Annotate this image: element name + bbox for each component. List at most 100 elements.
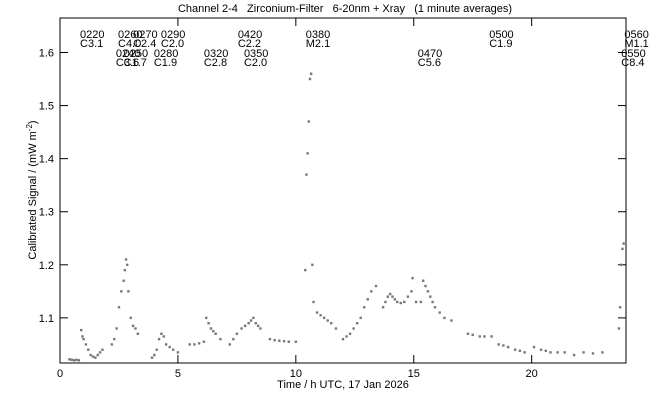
data-point	[205, 316, 208, 320]
flare-number: 0270	[133, 29, 157, 41]
data-point	[315, 311, 319, 314]
flare-number: 0220	[80, 29, 104, 41]
flare-class: C1.9	[154, 57, 177, 69]
data-point	[556, 351, 559, 354]
data-point	[80, 328, 83, 332]
data-point	[622, 242, 625, 245]
flare-class: C2.0	[161, 38, 184, 50]
data-point	[96, 353, 99, 357]
data-point	[122, 279, 125, 282]
data-point	[539, 348, 543, 351]
data-point	[155, 348, 158, 351]
data-point	[411, 276, 414, 280]
y-tick-label: 1.2	[39, 260, 54, 272]
data-point	[219, 337, 222, 341]
data-point	[77, 359, 81, 362]
data-point	[124, 258, 128, 261]
flare-number: 0260	[118, 29, 142, 41]
data-point	[326, 319, 329, 322]
data-point	[176, 351, 180, 354]
data-point	[471, 333, 474, 337]
x-tick-label: 5	[175, 368, 181, 380]
data-point	[247, 321, 250, 325]
data-point	[341, 337, 345, 341]
flare-class: C8.4	[621, 57, 644, 69]
data-point	[193, 343, 196, 346]
data-point	[410, 290, 413, 293]
data-point	[396, 300, 399, 304]
data-point	[212, 329, 215, 333]
data-point	[319, 314, 322, 317]
flare-class: M2.1	[306, 38, 330, 50]
data-point	[94, 356, 97, 359]
y-label-text: Calibrated Signal / (mW m	[27, 131, 39, 259]
data-point	[127, 290, 130, 293]
data-point	[134, 327, 137, 330]
data-point	[431, 300, 434, 304]
data-point	[117, 306, 121, 309]
data-point	[70, 358, 73, 362]
data-point	[84, 343, 88, 346]
data-point	[243, 324, 247, 328]
flare-class: C3.1	[80, 38, 103, 50]
data-point	[81, 335, 84, 338]
data-point	[305, 173, 308, 176]
data-point	[240, 327, 243, 330]
flare-class: C4.0	[118, 38, 141, 50]
data-point	[101, 348, 104, 351]
data-point	[162, 335, 165, 338]
flare-class: M1.1	[624, 38, 648, 50]
data-point	[506, 345, 510, 349]
flare-class: C1.9	[489, 38, 512, 50]
data-point	[617, 327, 621, 330]
y-label-end: )	[27, 120, 39, 124]
data-point	[228, 343, 231, 346]
data-point	[153, 353, 156, 357]
data-point	[98, 351, 102, 354]
flare-class: C3.6	[116, 57, 139, 69]
data-point	[278, 339, 281, 342]
y-label-exponent: -2	[25, 124, 34, 132]
data-point	[287, 340, 290, 343]
data-point	[150, 356, 154, 359]
data-point	[115, 327, 118, 330]
data-point	[345, 335, 348, 338]
data-point	[429, 295, 432, 298]
data-point	[532, 345, 536, 349]
data-point	[307, 120, 311, 123]
data-point	[620, 263, 623, 267]
data-point	[113, 337, 116, 341]
data-point	[381, 306, 385, 309]
data-point	[131, 324, 135, 328]
data-point	[384, 300, 387, 304]
x-tick-label: 10	[290, 368, 302, 380]
data-point	[393, 298, 397, 301]
data-point	[232, 337, 235, 341]
data-point	[172, 348, 175, 351]
data-point	[207, 321, 210, 325]
data-point	[386, 295, 390, 298]
data-point	[403, 300, 406, 304]
data-point	[249, 319, 253, 322]
data-point	[202, 340, 206, 343]
x-tick-label: 20	[526, 368, 538, 380]
data-point	[618, 306, 622, 309]
data-point	[268, 337, 272, 341]
data-point	[544, 349, 548, 352]
data-point	[136, 332, 140, 336]
y-tick-label: 1.3	[39, 207, 54, 219]
data-point	[312, 300, 315, 304]
y-tick-label: 1.1	[39, 313, 54, 325]
data-point	[433, 306, 437, 309]
data-point	[363, 306, 366, 309]
data-point	[197, 342, 201, 345]
data-point	[87, 348, 90, 351]
y-tick-label: 1.4	[39, 154, 54, 166]
flare-class: C2.8	[204, 57, 227, 69]
flare-class: C1.7	[124, 57, 147, 69]
data-point	[424, 284, 427, 288]
data-point	[399, 301, 402, 305]
data-point	[123, 268, 127, 272]
data-point	[421, 279, 425, 282]
